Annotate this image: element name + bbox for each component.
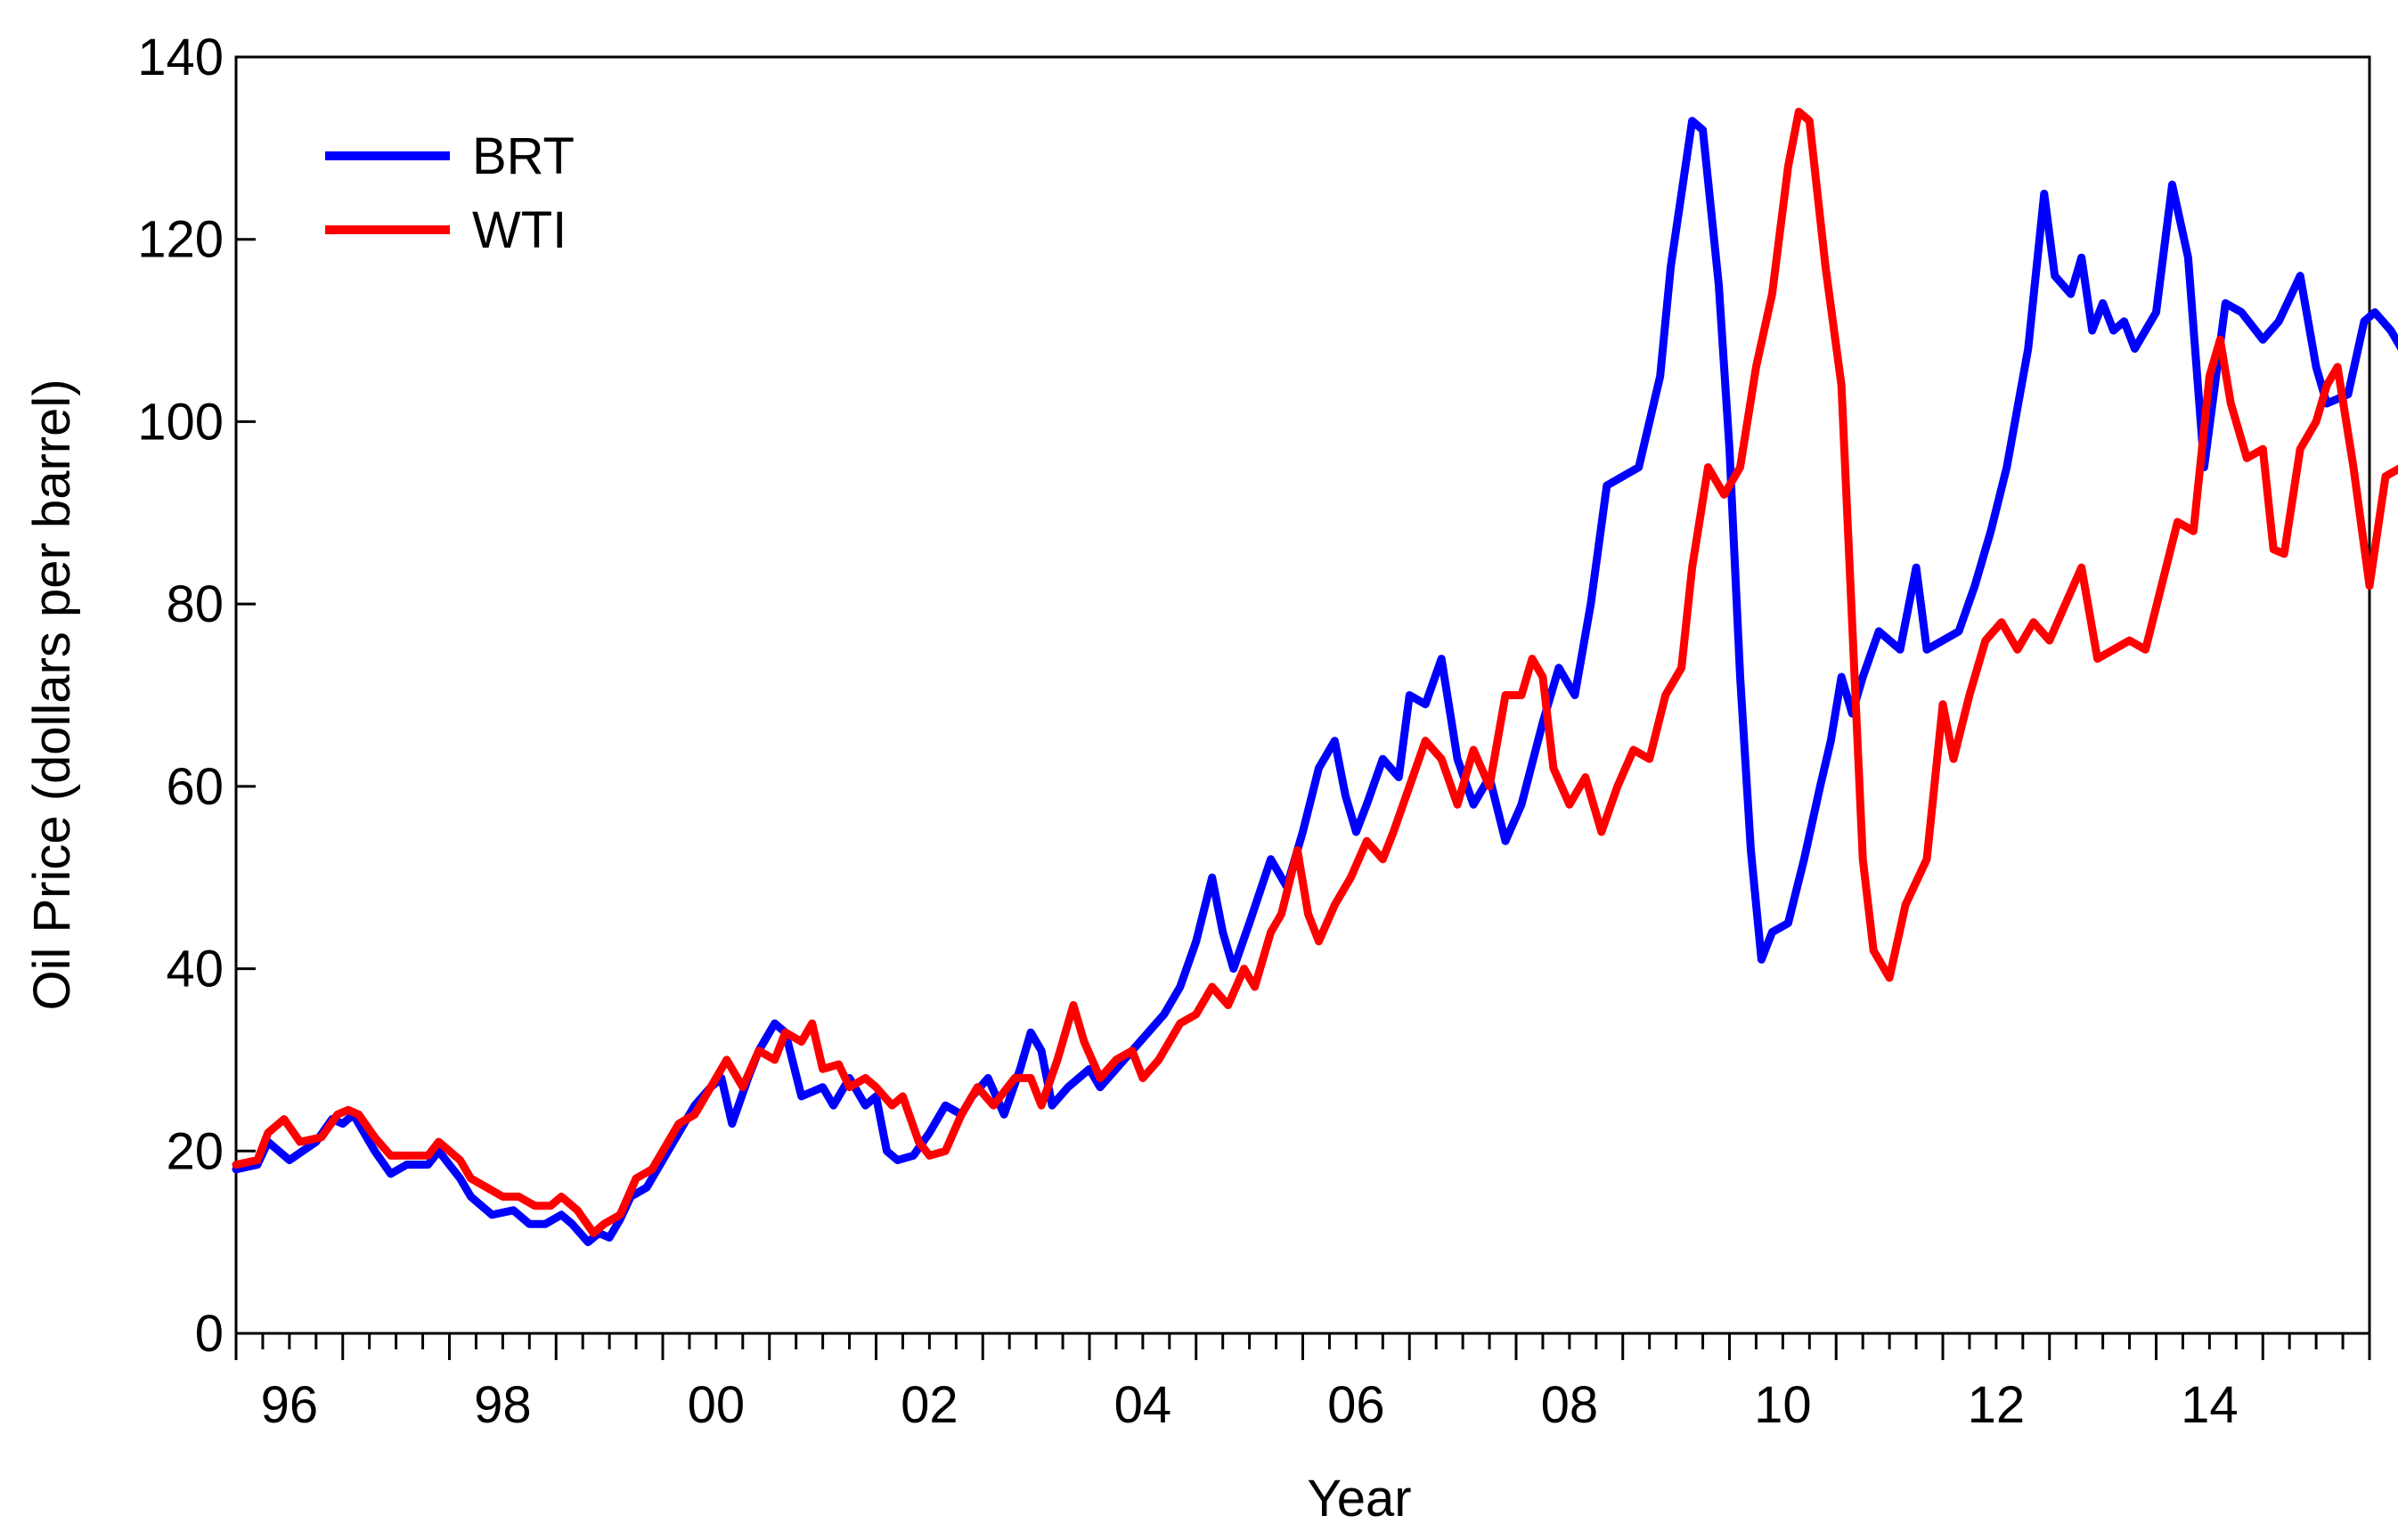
x-tick-label: 00 [688, 1376, 746, 1434]
x-axis: 96 98 00 02 04 06 08 10 12 14 [234, 1333, 2371, 1434]
y-tick-label: 40 [166, 941, 224, 998]
x-tick-label: 10 [1754, 1376, 1812, 1434]
y-axis: 0 20 40 60 80 100 120 140 [137, 29, 256, 1363]
legend-label-wti: WTI [472, 201, 567, 259]
y-tick-label: 80 [166, 575, 224, 633]
series-line-wti [232, 107, 2398, 1237]
x-tick-label: 96 [261, 1376, 319, 1434]
y-tick-label: 140 [137, 29, 224, 86]
y-tick-label: 100 [137, 393, 224, 451]
y-axis-title: Oil Price (dollars per barrel) [23, 379, 81, 1010]
x-tick-label: 04 [1114, 1376, 1172, 1434]
y-tick-label: 120 [137, 211, 224, 269]
x-tick-label: 12 [1968, 1376, 2026, 1434]
legend-label-brt: BRT [472, 127, 575, 185]
x-tick-label: 14 [2181, 1376, 2239, 1434]
y-tick-label: 0 [195, 1305, 224, 1363]
y-tick-label: 60 [166, 758, 224, 816]
x-tick-label: 08 [1541, 1376, 1599, 1434]
series-line-brt [232, 117, 2398, 1247]
x-axis-title: Year [1307, 1470, 1411, 1528]
x-tick-label: 02 [901, 1376, 958, 1434]
series-layer [232, 107, 2398, 1247]
y-tick-label: 20 [166, 1122, 224, 1180]
x-tick-label: 98 [474, 1376, 532, 1434]
legend: BRT WTI [325, 127, 575, 259]
x-tick-label: 06 [1327, 1376, 1385, 1434]
